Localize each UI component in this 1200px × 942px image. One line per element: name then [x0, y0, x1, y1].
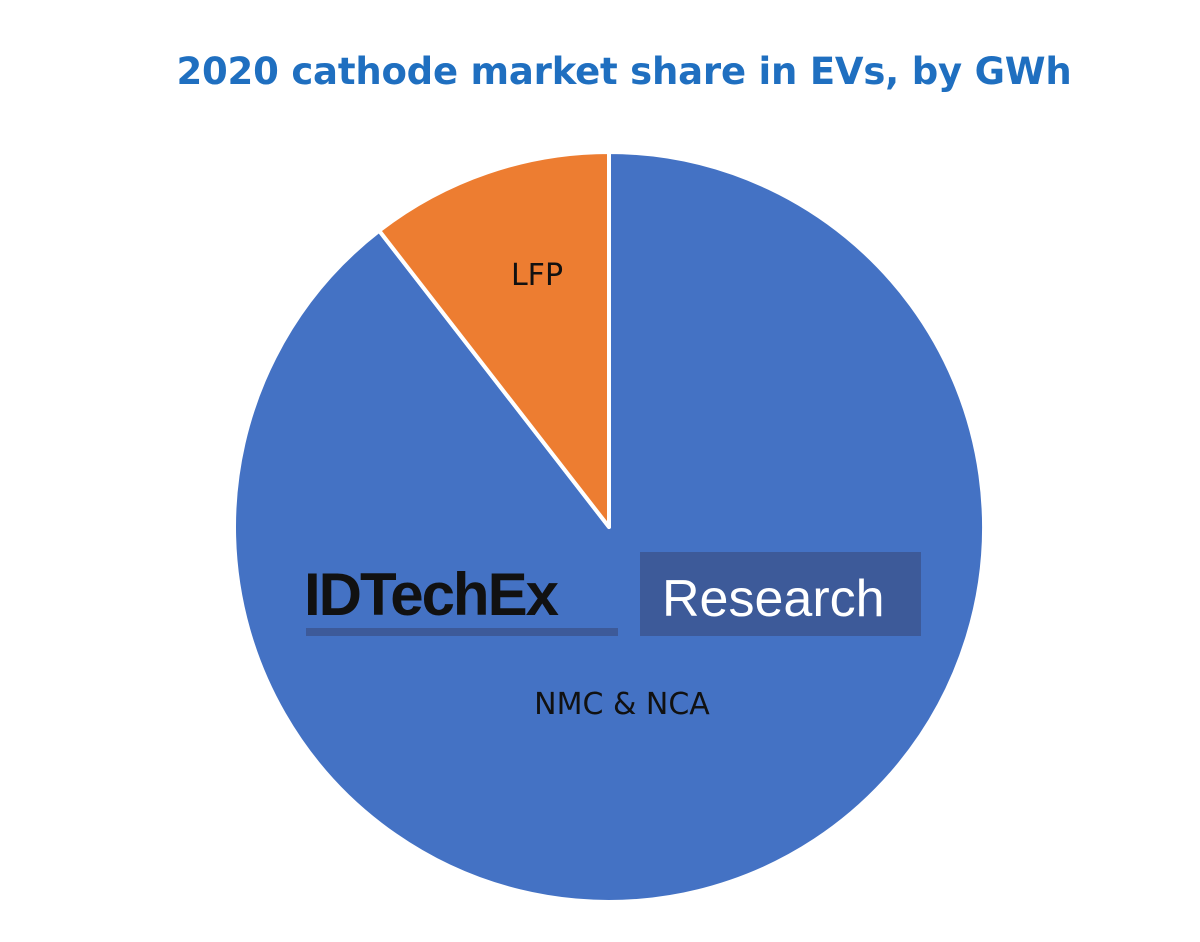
chart-title: 2020 cathode market share in EVs, by GWh [176, 50, 1072, 93]
pie-slice-lfp [377, 150, 611, 529]
pie-slices [232, 150, 986, 904]
logo-tagline-text: Research [662, 570, 885, 628]
logo-brand-text: IDTechEx [304, 561, 559, 628]
logo-tagline-box [640, 552, 921, 636]
slice-label-lfp: LFP [511, 258, 563, 293]
watermark-logo: IDTechEx Research [304, 552, 921, 636]
logo-underline [306, 628, 618, 636]
slice-labels: LFP NMC & NCA [511, 258, 710, 722]
slice-label-nmc-nca: NMC & NCA [534, 687, 710, 722]
